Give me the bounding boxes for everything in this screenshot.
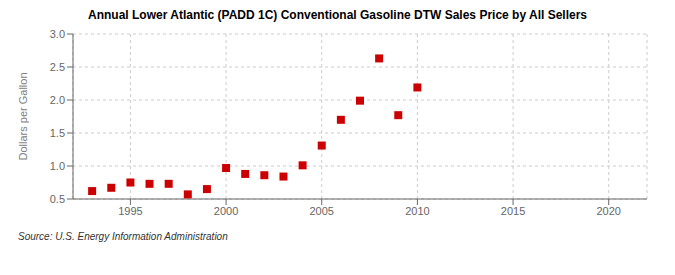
html-text:Annual Lower Atlantic (PADD 1C: Annual Lower Atlantic (PADD 1C) Conventi… — [88, 8, 587, 22]
svg-text:3.0: 3.0 — [50, 28, 65, 40]
svg-text:2005: 2005 — [309, 205, 333, 217]
svg-text:2.5: 2.5 — [50, 61, 65, 73]
svg-text:2000: 2000 — [214, 205, 238, 217]
svg-text:1.5: 1.5 — [50, 127, 65, 139]
svg-text:1995: 1995 — [118, 205, 142, 217]
svg-text:2020: 2020 — [596, 205, 620, 217]
svg-text:2.0: 2.0 — [50, 94, 65, 106]
svg-text:Dollars per Gallon: Dollars per Gallon — [17, 72, 29, 160]
svg-text:0.5: 0.5 — [50, 193, 65, 205]
svg-text:2015: 2015 — [501, 205, 525, 217]
html-text:Source: U.S. Energy Informatio: Source: U.S. Energy Information Administ… — [18, 231, 228, 242]
svg-text:2010: 2010 — [405, 205, 429, 217]
svg-text:1.0: 1.0 — [50, 160, 65, 172]
